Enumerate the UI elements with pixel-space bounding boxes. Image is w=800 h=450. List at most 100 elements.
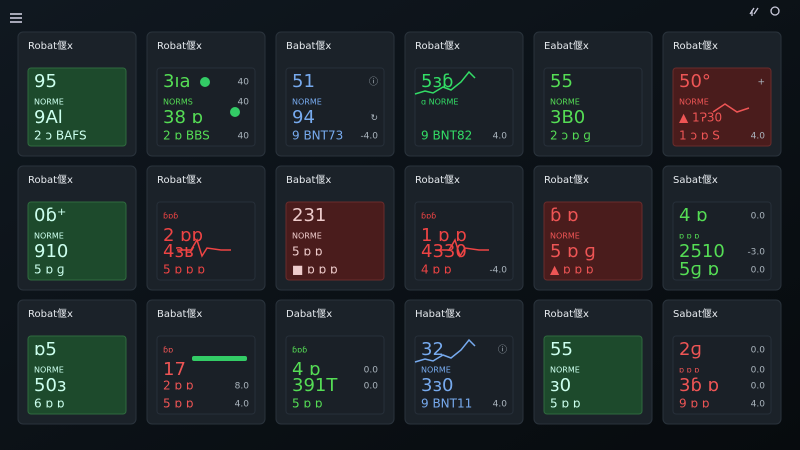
status-dot <box>200 77 210 87</box>
card-panel <box>543 201 643 281</box>
card-value: 2 ɔ ɒ ɡ <box>550 129 591 143</box>
card: Robat偃x 5ɜɓ ɑ NORME 9 BNT82 4.0 <box>404 31 524 157</box>
card-title: Robat偃x <box>673 39 718 52</box>
status-dot <box>230 107 240 117</box>
card-title: Babat偃x <box>157 307 202 320</box>
card: Babat偃x ɓɒ 172 ɒ ɒ 8.0 5 ɒ ɒ 4.0 <box>146 299 266 425</box>
card-side-value: ⓘ <box>369 77 378 88</box>
card-value: ■ ɒ ɒ ɒ <box>292 263 338 277</box>
card-value: ɒ5 <box>34 339 57 360</box>
card-value: 32 <box>421 339 444 360</box>
menu-button[interactable] <box>10 13 22 23</box>
card-value: 50ɜ <box>34 375 66 396</box>
sparkline <box>414 338 476 363</box>
card-side-value: -4.0 <box>360 132 378 142</box>
card-value: 5 ɒ ɡ <box>34 263 65 277</box>
card-panel <box>156 201 256 281</box>
card-panel <box>27 201 127 281</box>
card-value: 1 ɔ ɒ Ѕ <box>679 129 720 143</box>
card-title: Habat偃x <box>415 307 461 320</box>
sparkline <box>414 70 476 95</box>
card-title: Dabat偃x <box>286 307 332 320</box>
card-side-value: -3.0 <box>747 248 765 258</box>
card-title: Sabat偃x <box>673 307 718 320</box>
card-value: 1 ɒ ɒ <box>421 225 467 246</box>
card-value: 94 <box>292 107 315 128</box>
card-side-value: 4.0 <box>751 132 766 142</box>
card-title: Babat偃x <box>286 39 331 52</box>
card-panel <box>414 201 514 281</box>
card-value: ɑ NORME <box>421 98 458 107</box>
card-side-value: 4.0 <box>493 132 508 142</box>
card-title: Robat偃x <box>157 173 202 186</box>
card-value: ɓɒ <box>163 346 173 355</box>
card-value: 9 BNT82 <box>421 129 472 143</box>
card-value: NORMS <box>163 98 193 107</box>
toolbar-icons[interactable] <box>749 6 780 16</box>
card-value: 4330 <box>421 241 467 262</box>
card-value: NORME <box>421 366 451 375</box>
card-value: NORME <box>34 366 64 375</box>
card-value: 4 ɒ <box>679 205 708 226</box>
card-value: ▲ ɒ ɒ ɒ <box>550 263 594 277</box>
card-side-value: 0.0 <box>364 382 379 392</box>
card-value: ɓɒɓ <box>421 212 436 221</box>
card: Robat偃x 50° + NORME ▲ 1Ɂ30 1 ɔ ɒ Ѕ 4.0 <box>662 31 782 157</box>
card-value: 55 <box>550 71 573 92</box>
card-side-value: 40 <box>238 98 250 108</box>
card-value: 3ıa <box>163 71 190 92</box>
card-panel <box>543 67 643 147</box>
card-side-value: 0.0 <box>751 382 766 392</box>
card-side-value: 4.0 <box>235 400 250 410</box>
progress-bar <box>192 356 247 361</box>
card-value: NORME <box>550 366 580 375</box>
card-value: 6 ɒ ɒ <box>34 397 65 411</box>
card-value: 9 ɒ ɒ <box>679 397 710 411</box>
card-title: Robat偃x <box>415 173 460 186</box>
card-side-value: 40 <box>238 78 250 88</box>
card-title: Robat偃x <box>28 39 73 52</box>
card-panel <box>543 335 643 415</box>
card-value: 3B0 <box>550 107 585 128</box>
card-value: 2 ɒ BBS <box>163 129 210 143</box>
card-side-value: -4.0 <box>489 266 507 276</box>
card-title: Robat偃x <box>157 39 202 52</box>
card-value: 5 ɒ ɒ <box>292 245 323 259</box>
card-value: 2 ɒ ɒ <box>163 379 194 393</box>
card-value: 9 BNT73 <box>292 129 343 143</box>
card-value: ɓɒɓ <box>292 346 307 355</box>
card-side-value: ⓘ <box>498 345 507 356</box>
card-side-value: 0.0 <box>751 366 766 376</box>
card-value: NORME <box>34 232 64 241</box>
card-panel <box>285 335 385 415</box>
card-value: ɓɒɓ <box>163 212 178 221</box>
card-value: 5 ɒ ɒ <box>292 397 323 411</box>
card-value: 4 ɒ ɒ <box>421 263 452 277</box>
card-title: Sabat偃x <box>673 173 718 186</box>
card-value: 4ɜʁ <box>163 241 195 262</box>
card-title: Robat偃x <box>544 307 589 320</box>
card-value: 5 ɒ ɒ ɒ <box>163 263 205 277</box>
card-value: 50° <box>679 71 711 92</box>
card-value: NORME <box>550 232 580 241</box>
card-side-value: ↻ <box>370 114 378 124</box>
card-value: 9Al <box>34 107 63 128</box>
card-value: 4 ɒ <box>292 359 321 380</box>
card-value: NORME <box>550 98 580 107</box>
card-panel <box>156 67 256 147</box>
card: Robat偃x 3ıa 40 NORMS 40 38 ɒ2 ɒ BBS 40 <box>146 31 266 157</box>
card-panel <box>27 335 127 415</box>
card-value: 95 <box>34 71 57 92</box>
card-value: 3ɓ ɒ <box>679 375 719 396</box>
card-value: NORME <box>679 98 709 107</box>
card-value: 2 ɔ BAFS <box>34 129 87 143</box>
card-value: 9 BNT11 <box>421 397 472 411</box>
